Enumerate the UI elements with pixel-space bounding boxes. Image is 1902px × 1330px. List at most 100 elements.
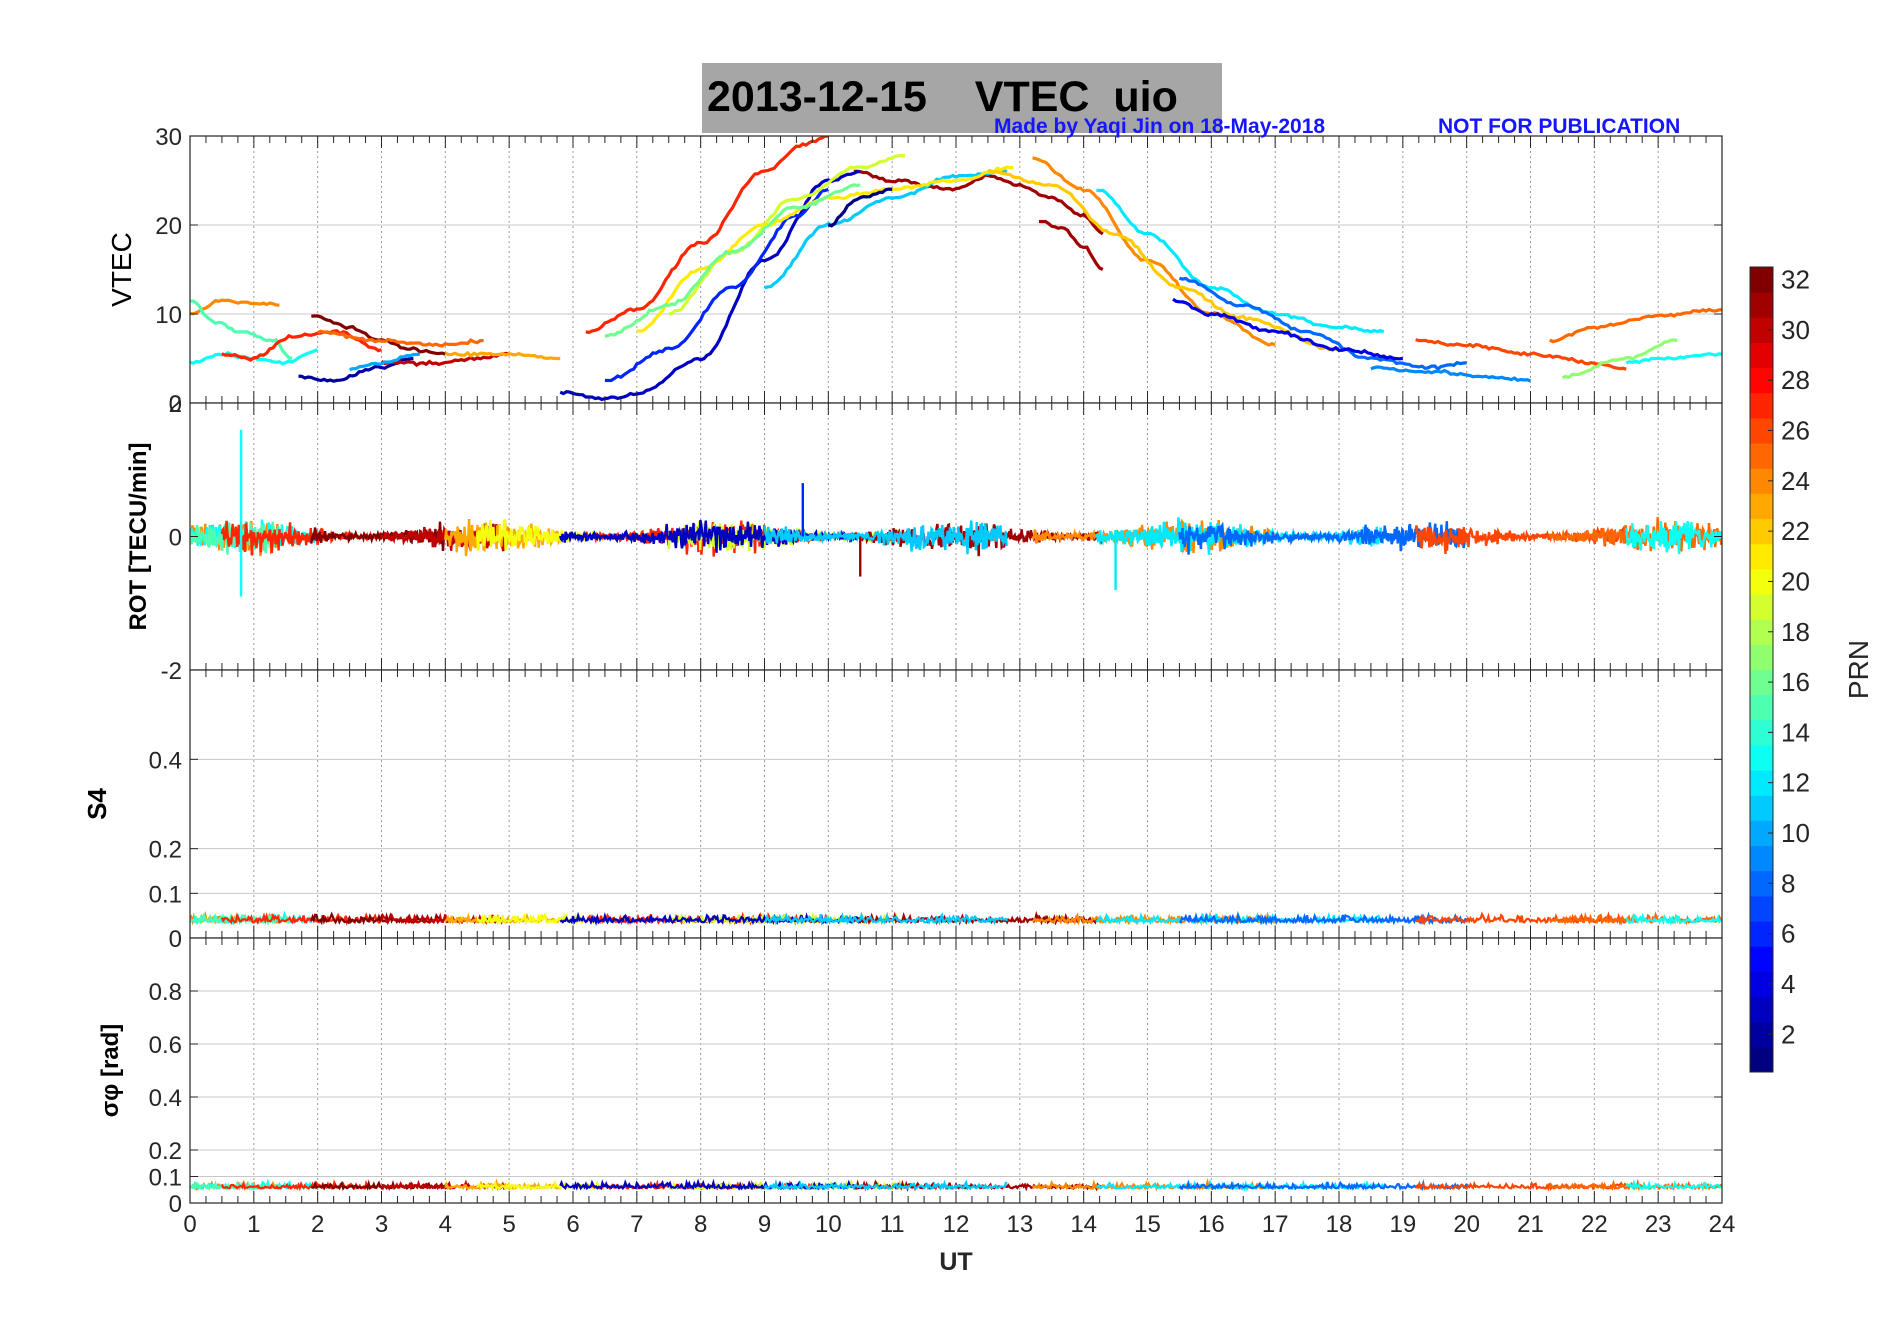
x-tick-label: 17: [1262, 1211, 1289, 1238]
vtec-trace-prn-13: [1625, 352, 1722, 365]
vtec-trace-prn-6: [604, 187, 829, 383]
colorbar-label: PRN: [1843, 640, 1874, 699]
sigma_phi-trace-prn-13: [1625, 1178, 1722, 1191]
colorbar-frame: [1749, 266, 1774, 1073]
x-tick-label: 6: [566, 1211, 579, 1238]
vtec-trace-prn-19: [668, 153, 905, 316]
y-tick-label: -2: [161, 658, 182, 685]
colorbar-swatch: [1750, 619, 1773, 645]
x-tick-label: 7: [630, 1211, 643, 1238]
colorbar-swatch: [1750, 292, 1773, 318]
panel-s4: 0.4 0.2 0.1 0 S4: [82, 669, 1723, 953]
colorbar-swatch: [1750, 719, 1773, 746]
data-layer: [190, 136, 1722, 402]
colorbar-swatch: [1750, 669, 1773, 696]
x-tick-label: 20: [1453, 1211, 1480, 1238]
y-tick-label: 30: [155, 124, 182, 151]
colorbar-tick-label: 30: [1781, 315, 1810, 345]
y-axis-label: σφ [rad]: [97, 1024, 124, 1118]
y-tick-label: 10: [155, 302, 182, 329]
s4-trace-prn-11: [763, 911, 1009, 926]
s4-trace-prn-13: [1625, 912, 1722, 926]
colorbar-swatch: [1750, 744, 1773, 771]
x-tick-label: 2: [311, 1211, 324, 1238]
colorbar-swatch: [1750, 644, 1773, 670]
y-axis-label: ROT [TECU/min]: [125, 443, 152, 631]
y-tick-label: 0.4: [149, 1085, 182, 1112]
colorbar-swatch: [1750, 518, 1773, 545]
colorbar-swatch: [1750, 1021, 1773, 1048]
y-tick-label: 0.8: [149, 979, 182, 1006]
y-tick-label: 0.1: [149, 881, 182, 908]
colorbar-swatch: [1750, 443, 1773, 469]
vtec-trace-prn-27: [585, 136, 829, 335]
x-tick-label: 8: [694, 1211, 707, 1238]
colorbar-swatch: [1750, 870, 1773, 897]
vtec-trace-prn-24: [1032, 156, 1276, 347]
x-tick-label: 12: [943, 1211, 970, 1238]
colorbar-swatch: [1750, 694, 1773, 721]
s4-trace-prn-8: [1178, 910, 1467, 926]
rot-trace-prn-13: [1625, 520, 1722, 555]
sigma_phi-trace-prn-20: [476, 1179, 606, 1191]
vtec-trace-prn-9: [1370, 365, 1531, 383]
y-tick-label: 0.2: [149, 1138, 182, 1165]
colorbar-swatch: [1750, 971, 1773, 998]
panel-sigma_phi: 0.8 0.6 0.4 0.20.10 σφ [rad]: [97, 937, 1723, 1218]
colorbar-swatch: [1750, 367, 1773, 394]
y-tick-label: 0.1: [149, 1165, 182, 1192]
data-layer: [190, 1177, 1722, 1193]
x-tick-label: 4: [439, 1211, 452, 1238]
colorbar-swatch: [1750, 845, 1773, 872]
colorbar-tick-label: 22: [1781, 516, 1810, 546]
vtec-trace-prn-17: [1561, 338, 1678, 380]
figure-title: 2013-12-15 VTEC uio: [707, 73, 1178, 122]
colorbar-swatch: [1750, 921, 1773, 947]
colorbar-swatch: [1750, 468, 1773, 494]
x-tick-label: 9: [758, 1211, 771, 1238]
colorbar-tick-label: 28: [1781, 365, 1810, 395]
colorbar-swatch: [1750, 417, 1773, 444]
colorbar-swatch: [1750, 317, 1773, 343]
colorbar-tick-label: 20: [1781, 566, 1810, 596]
colorbar-tick-label: 32: [1781, 265, 1810, 295]
x-tick-label: 0: [183, 1211, 196, 1238]
sigma_phi-trace-prn-32: [310, 1179, 445, 1191]
y-tick-label: 0: [169, 926, 182, 953]
colorbar-swatch: [1750, 342, 1773, 369]
data-layer: [190, 910, 1722, 927]
vtec-trace-prn-11: [764, 169, 1008, 290]
vtec-trace-prn-25: [1549, 307, 1722, 344]
x-tick-label: 10: [815, 1211, 842, 1238]
vtec-trace-prn-31: [853, 169, 1104, 236]
colorbar-tick-label: 6: [1781, 919, 1795, 949]
vtec-trace-prn-24: [190, 298, 280, 316]
colorbar-tick-label: 24: [1781, 466, 1810, 496]
vtec-trace-prn-1: [827, 187, 893, 228]
colorbar-tick-label: 12: [1781, 768, 1810, 798]
vtec-trace-prn-15: [190, 299, 293, 361]
y-tick-label: 0.6: [149, 1032, 182, 1059]
vtec-trace-prn-30: [380, 351, 510, 368]
y-tick-label: 0.2: [149, 837, 182, 864]
colorbar-swatch: [1750, 820, 1773, 847]
x-tick-label: 11: [880, 1211, 905, 1238]
vtec-trace-prn-22: [987, 168, 1340, 352]
vtec-trace-prn-4: [1172, 297, 1403, 361]
s4-trace-prn-23: [444, 912, 562, 926]
x-tick-label: 24: [1709, 1211, 1736, 1238]
x-tick-label: 16: [1198, 1211, 1225, 1238]
colorbar-tick-label: 18: [1781, 617, 1810, 647]
s4-trace-prn-30: [380, 912, 510, 926]
title-box: [702, 63, 1222, 133]
colorbar-swatch: [1750, 392, 1773, 419]
vtec-trace-prn-26: [1415, 338, 1627, 371]
colorbar-swatch: [1750, 594, 1773, 620]
colorbar-swatch: [1750, 795, 1773, 821]
x-tick-label: 15: [1134, 1211, 1161, 1238]
colorbar-tick-label: 26: [1781, 416, 1810, 446]
colorbar-tick-label: 16: [1781, 667, 1810, 697]
publication-notice: NOT FOR PUBLICATION: [1438, 115, 1681, 138]
colorbar-tick-label: 8: [1781, 868, 1795, 898]
